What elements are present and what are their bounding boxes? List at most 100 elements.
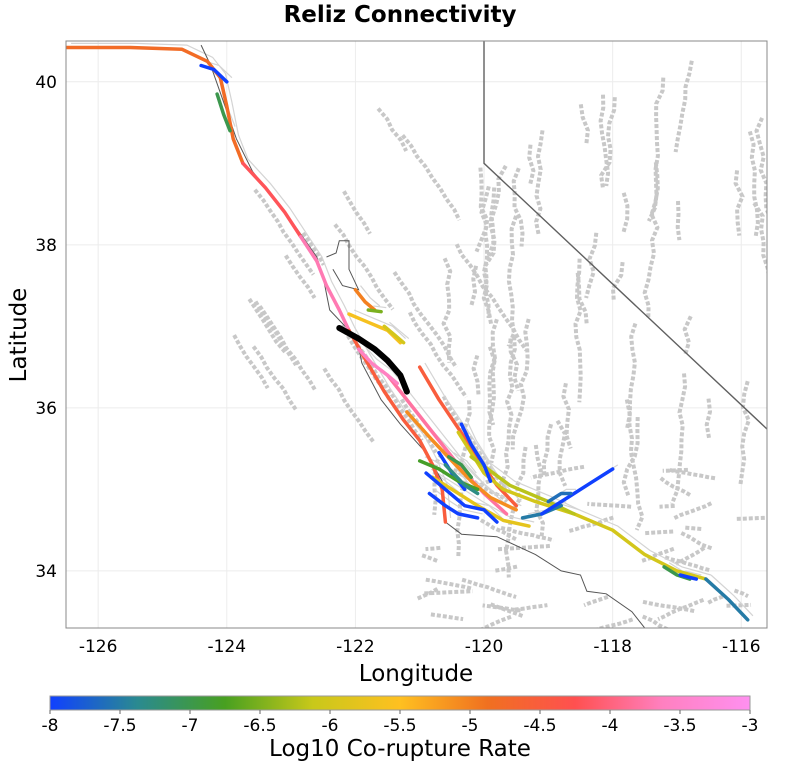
background-fault [425,545,441,552]
y-tick-label: 40 [35,73,57,93]
colorbar-tick-label: -6.5 [243,716,276,736]
y-tick-label: 36 [35,399,57,419]
colored-fault [405,410,518,512]
background-fault [685,525,703,532]
background-fault [704,398,713,439]
chart-title: Reliz Connectivity [283,2,517,28]
colored-fault [540,467,615,516]
background-fault [441,257,453,363]
background-fault [251,345,298,412]
colored-fault [215,92,232,133]
background-fault [478,167,494,325]
background-fault [301,231,326,266]
background-fault [621,417,640,496]
x-tick-label: -120 [465,637,504,657]
background-fault [533,444,546,537]
colorbar-tick-label: -7 [182,716,199,736]
background-fault-trace [466,419,497,478]
background-fault [595,617,634,628]
background-fault-trace [389,321,410,340]
background-fault [424,589,473,596]
background-fault [587,501,632,509]
y-axis-title: Latitude [6,288,32,383]
colorbar-tick-label: -3 [742,716,759,736]
background-fault [333,223,395,311]
background-fault-trace [475,452,580,511]
background-fault-trace [437,472,535,523]
background-fault [400,134,462,221]
background-fault [511,167,525,247]
plot-frame [65,40,768,629]
background-fault [284,254,317,299]
background-fault [640,546,675,563]
plot-area [66,41,767,628]
colorbar-tick-label: -4.5 [523,716,556,736]
colored-fault [199,63,229,84]
background-fault [657,597,705,622]
colored-fault [469,455,576,516]
colored-fault [382,324,406,345]
colorbar-tick-label: -3.5 [663,716,696,736]
background-fault [232,334,270,390]
background-fault [527,144,536,185]
background-fault-trace [353,309,407,340]
colored-fault [446,455,473,479]
colored-fault [366,308,383,314]
background-fault [504,446,528,578]
background-fault [461,577,517,599]
background-fault-trace [424,362,522,503]
background-fault [407,311,468,399]
x-tick-label: -118 [593,637,632,657]
colored-fault [678,573,699,581]
colorbar-tick-label: -5 [462,716,479,736]
background-fault [494,564,518,573]
colorbar-tick-labels: -8 -7.5 -7 -6.5 -6 -5.5 -5 -4.5 -4 -3.5 -3 [42,710,759,736]
background-fault [508,338,521,392]
colorbar-tick-label: -4 [602,716,619,736]
background-fault [664,555,711,573]
colorbar-tick-label: -5.5 [383,716,416,736]
background-fault [506,215,518,348]
colored-faults [66,45,750,622]
background-fault-trace [710,574,754,617]
colored-fault [241,161,303,239]
background-fault [598,94,611,187]
background-fault [673,60,694,153]
colorbar-tick-label: -6 [322,716,339,736]
background-fault [253,188,316,276]
colored-fault [430,475,531,528]
colored-fault [704,577,750,622]
background-fault [471,354,481,395]
background-fault [706,594,724,605]
background-fault [673,501,713,520]
background-fault [578,104,590,144]
background-fault [680,531,713,551]
x-tick-label: -122 [336,637,375,657]
background-fault [675,200,682,241]
colored-fault [546,491,573,504]
background-fault [392,270,458,369]
background-fault [479,518,519,542]
background-fault [733,170,745,236]
background-fault [624,399,645,531]
colored-fault [427,491,480,520]
background-fault [659,503,675,509]
background-fault [645,529,675,536]
y-tick-label: 34 [35,562,57,582]
background-fault [487,318,499,464]
background-fault [566,515,614,534]
background-fault [425,577,472,591]
background-fault [733,588,749,598]
x-tick-label: -124 [207,637,246,657]
background-fault-trace [247,158,307,233]
background-fault [258,305,318,392]
background-fault [599,97,617,189]
background-fault [642,162,660,319]
background-fault [682,315,693,356]
background-fault [500,336,517,494]
y-tick-label: 38 [35,236,57,256]
background-fault-trace [685,570,702,576]
background-fault [662,467,688,473]
background-fault [583,595,609,608]
